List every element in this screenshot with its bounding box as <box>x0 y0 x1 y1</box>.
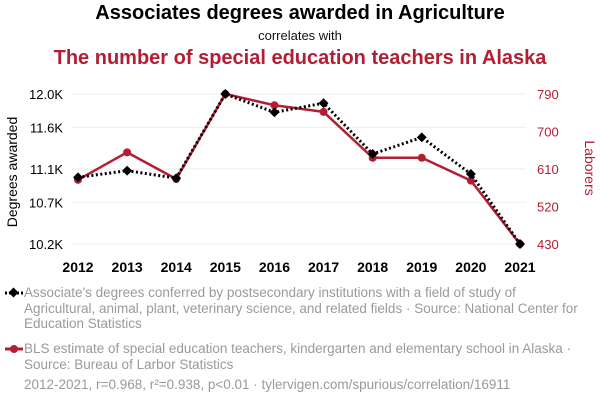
left-tick-label: 12.0K <box>29 87 63 102</box>
series2-point <box>319 107 328 116</box>
series2-point <box>417 153 426 162</box>
chart-title-2: The number of special education teachers… <box>53 47 547 69</box>
right-tick-label: 790 <box>537 87 559 102</box>
grid-lines <box>72 93 526 245</box>
right-tick-label: 520 <box>537 200 559 215</box>
x-tick-label: 2021 <box>504 259 535 275</box>
left-tick-label: 10.7K <box>29 195 63 210</box>
left-tick-label: 11.6K <box>30 120 63 135</box>
right-axis-label: Laborers <box>582 140 598 195</box>
x-axis-ticks: 2012 2013 2014 2015 2016 2017 2018 2019 2020 2021 <box>62 259 535 275</box>
series2-point <box>270 101 279 110</box>
left-tick-label: 11.1K <box>30 162 63 177</box>
legend-text-series1: Associate's degrees conferred by postsec… <box>24 285 578 331</box>
x-tick-label: 2016 <box>259 259 290 275</box>
left-axis-ticks: 12.0K 11.6K 11.1K 10.7K 10.2K <box>29 87 63 252</box>
left-tick-label: 10.2K <box>29 237 63 252</box>
series1-point <box>73 172 83 183</box>
x-tick-label: 2014 <box>161 259 192 275</box>
x-tick-label: 2018 <box>357 259 388 275</box>
series1-point <box>416 132 427 143</box>
footer-stats: 2012-2021, r=0.968, r²=0.938, p<0.01 · t… <box>24 377 511 392</box>
legend-diamond-line-icon <box>5 287 23 298</box>
legend-circle-line-icon <box>5 345 23 353</box>
series-layer <box>73 89 525 249</box>
x-tick-label: 2017 <box>308 259 339 275</box>
series1-point <box>171 173 182 184</box>
right-axis-ticks: 790 700 610 520 430 <box>537 87 559 252</box>
chart-title: Associates degrees awarded in Agricultur… <box>95 2 505 24</box>
chart-subtitle: correlates with <box>258 28 342 43</box>
series1-point <box>220 89 231 99</box>
left-axis-label: Degrees awarded <box>4 117 20 228</box>
series1-point <box>465 169 476 179</box>
x-tick-label: 2015 <box>210 259 241 275</box>
x-tick-label: 2019 <box>406 259 437 275</box>
right-tick-label: 430 <box>537 237 559 252</box>
x-tick-label: 2012 <box>62 259 93 275</box>
series2-line <box>77 92 521 245</box>
series1-point <box>122 165 133 176</box>
right-tick-label: 700 <box>537 125 559 140</box>
series1-point <box>318 98 329 109</box>
legend-text-series2: BLS estimate of special education teache… <box>24 341 572 372</box>
x-tick-label: 2013 <box>112 259 143 275</box>
right-tick-label: 610 <box>537 162 559 177</box>
series1-point <box>269 107 280 118</box>
series2-point <box>123 148 132 157</box>
series1-point <box>367 149 378 159</box>
series1-point <box>515 239 525 249</box>
x-tick-label: 2020 <box>455 259 486 275</box>
